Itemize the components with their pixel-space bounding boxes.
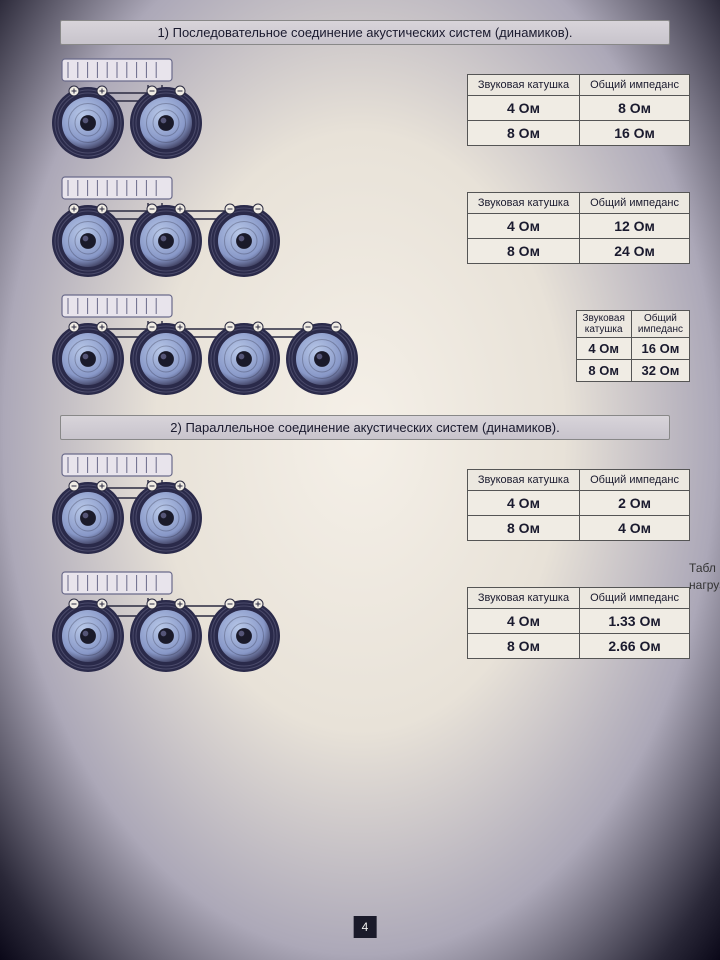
table-header: Общий импеданс	[580, 75, 690, 96]
adjacent-page-text: Табл нагрузк	[689, 560, 720, 594]
speaker-diagram	[40, 55, 218, 165]
table-header: Общий импеданс	[580, 470, 690, 491]
config-row: Звуковая катушка Общий импеданс 4 Ом1.33 О…	[40, 568, 690, 678]
table-header-text: Звуковая катушка	[478, 197, 569, 209]
table-cell: 4 Ом	[467, 214, 579, 239]
config-row: Звуковая катушка Общий импеданс 4 Ом2 Ом8 …	[40, 450, 690, 560]
speaker-diagram	[40, 568, 296, 678]
impedance-table: Звуковая катушка Общий импеданс 4 Ом12 Ом8…	[467, 192, 690, 264]
wiring-diagram-icon	[40, 173, 296, 283]
table-header-text: Общий импеданс	[590, 79, 679, 91]
table-cell: 16 Ом	[580, 121, 690, 146]
table-row: 4 Ом16 Ом	[576, 338, 690, 360]
wiring-diagram-icon	[40, 291, 374, 401]
speaker-diagram	[40, 173, 296, 283]
table-header-text: Звуковая катушка	[478, 474, 569, 486]
side-line2: нагрузк	[689, 577, 720, 594]
config-row: Звуковая катушка Общий импеданс 4 Ом12 Ом8…	[40, 173, 690, 283]
wiring-diagram-icon	[40, 568, 296, 678]
config-row: ЗвуковаякатушкаОбщийимпеданс4 Ом16 Ом8 О…	[40, 291, 690, 401]
table-cell: 4 Ом	[467, 96, 579, 121]
manual-page: 1) Последовательное соединение акустичес…	[40, 20, 690, 920]
table-cell: 24 Ом	[580, 239, 690, 264]
wiring-diagram-icon	[40, 450, 218, 560]
table-header: Общий импеданс	[580, 193, 690, 214]
wiring-diagram-icon	[40, 55, 218, 165]
table-header: Звуковая катушка	[467, 193, 579, 214]
table-header-text: Звуковая катушка	[478, 79, 569, 91]
table-cell: 4 Ом	[467, 609, 579, 634]
page-number: 4	[354, 916, 377, 938]
table-cell: 8 Ом	[467, 634, 579, 659]
table-header-text: Звуковая катушка	[478, 592, 569, 604]
table-cell: 8 Ом	[576, 360, 631, 382]
table-cell: 1.33 Ом	[580, 609, 690, 634]
table-cell: 12 Ом	[580, 214, 690, 239]
table-row: 8 Ом24 Ом	[467, 239, 689, 264]
table-header-text: Общий импеданс	[590, 197, 679, 209]
table-header-text: Общий импеданс	[590, 592, 679, 604]
table-header: Общийимпеданс	[631, 311, 689, 338]
section2-header: 2) Параллельное соединение акустических …	[60, 415, 670, 440]
table-cell: 8 Ом	[467, 516, 579, 541]
impedance-table: Звуковая катушка Общий импеданс 4 Ом1.33 О…	[467, 587, 690, 659]
table-row: 4 Ом2 Ом	[467, 491, 689, 516]
table-cell: 16 Ом	[631, 338, 689, 360]
config-row: Звуковая катушка Общий импеданс 4 Ом8 Ом8 …	[40, 55, 690, 165]
table-row: 4 Ом8 Ом	[467, 96, 689, 121]
speaker-diagram	[40, 450, 218, 560]
table-header-text: Общий импеданс	[590, 474, 679, 486]
table-header: Звуковая катушка	[467, 588, 579, 609]
table-cell: 8 Ом	[467, 121, 579, 146]
table-cell: 8 Ом	[467, 239, 579, 264]
table-header: Общий импеданс	[580, 588, 690, 609]
impedance-table: Звуковая катушка Общий импеданс 4 Ом8 Ом8 …	[467, 74, 690, 146]
table-row: 4 Ом1.33 Ом	[467, 609, 689, 634]
table-cell: 4 Ом	[467, 491, 579, 516]
table-row: 8 Ом2.66 Ом	[467, 634, 689, 659]
table-cell: 8 Ом	[580, 96, 690, 121]
table-row: 4 Ом12 Ом	[467, 214, 689, 239]
table-header-text: Общий	[644, 313, 677, 324]
table-header-text: катушка	[585, 324, 623, 335]
table-cell: 4 Ом	[580, 516, 690, 541]
table-row: 8 Ом32 Ом	[576, 360, 690, 382]
table-header-text: Звуковая	[583, 313, 625, 324]
table-cell: 4 Ом	[576, 338, 631, 360]
table-header: Звуковая катушка	[467, 470, 579, 491]
table-row: 8 Ом4 Ом	[467, 516, 689, 541]
table-cell: 32 Ом	[631, 360, 689, 382]
impedance-table: Звуковая катушка Общий импеданс 4 Ом2 Ом8 …	[467, 469, 690, 541]
impedance-table: ЗвуковаякатушкаОбщийимпеданс4 Ом16 Ом8 О…	[576, 310, 691, 382]
section1-header: 1) Последовательное соединение акустичес…	[60, 20, 670, 45]
side-line1: Табл	[689, 560, 720, 577]
table-cell: 2 Ом	[580, 491, 690, 516]
table-cell: 2.66 Ом	[580, 634, 690, 659]
table-header: Звуковая катушка	[467, 75, 579, 96]
speaker-diagram	[40, 291, 374, 401]
table-header-text: импеданс	[638, 324, 683, 335]
table-header: Звуковаякатушка	[576, 311, 631, 338]
table-row: 8 Ом16 Ом	[467, 121, 689, 146]
